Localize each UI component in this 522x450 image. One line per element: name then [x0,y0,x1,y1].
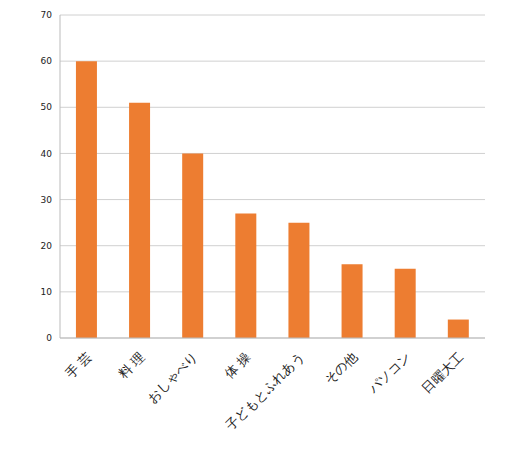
svg-text:60: 60 [41,56,53,66]
svg-text:おしゃべり: おしゃべり [144,349,201,406]
svg-text:10: 10 [41,287,53,297]
svg-text:20: 20 [41,241,53,251]
svg-text:料 理: 料 理 [116,349,148,381]
svg-text:0: 0 [46,333,52,343]
svg-text:50: 50 [41,102,53,112]
svg-text:30: 30 [41,195,53,205]
svg-text:子どもとふれあう: 子どもとふれあう [223,349,307,433]
svg-text:70: 70 [41,10,53,20]
svg-text:日曜大工: 日曜大工 [419,349,466,396]
svg-text:40: 40 [41,149,53,159]
svg-text:その他: その他 [322,349,360,387]
svg-text:手 芸: 手 芸 [62,349,94,381]
svg-text:パソコン: パソコン [365,349,413,397]
svg-text:体 操: 体 操 [222,349,254,381]
